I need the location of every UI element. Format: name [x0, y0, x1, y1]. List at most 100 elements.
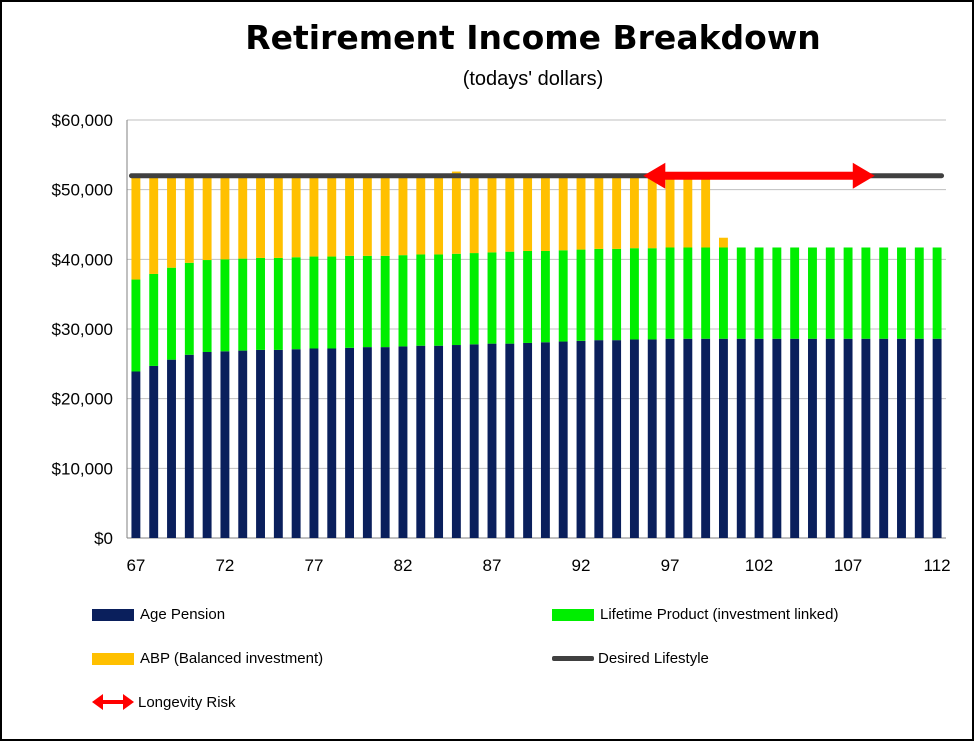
bar-lifetime-product	[220, 259, 230, 352]
bar-lifetime-product	[523, 250, 533, 343]
bar-abp	[469, 175, 479, 254]
y-tick-label: $50,000	[52, 181, 113, 200]
bar-lifetime-product	[469, 253, 479, 345]
bar-lifetime-product	[131, 279, 141, 372]
bar-lifetime-product	[167, 267, 176, 360]
bar-lifetime-product	[790, 247, 800, 339]
bar-lifetime-product	[398, 255, 408, 347]
bar-lifetime-product	[576, 249, 586, 341]
x-tick-label: 87	[483, 556, 502, 575]
bar-abp	[612, 175, 622, 249]
chart-subtitle: (todays' dollars)	[462, 68, 604, 90]
bar-lifetime-product	[754, 247, 764, 339]
y-tick-label: $30,000	[52, 320, 113, 339]
bar-abp	[309, 175, 319, 257]
chart-title: Retirement Income Breakdown	[245, 18, 821, 57]
bar-lifetime-product	[238, 258, 248, 351]
bar-lifetime-product	[184, 262, 194, 355]
bar-age-pension	[612, 340, 622, 538]
legend-item-longevity-risk: Longevity Risk	[92, 693, 236, 711]
bar-lifetime-product	[718, 247, 728, 339]
bar-age-pension	[362, 347, 372, 538]
bar-age-pension	[398, 346, 408, 538]
bar-lifetime-product	[362, 255, 372, 348]
x-tick-label: 72	[215, 556, 234, 575]
bar-age-pension	[736, 338, 746, 538]
bar-abp	[576, 175, 586, 250]
bar-age-pension	[309, 348, 319, 538]
y-tick-label: $10,000	[52, 459, 113, 478]
legend-swatch-desired-lifestyle	[552, 656, 594, 661]
bar-lifetime-product	[273, 257, 283, 350]
bar-abp	[647, 175, 657, 249]
bar-abp	[362, 175, 372, 256]
double-arrow-icon	[92, 694, 134, 710]
bar-age-pension	[825, 338, 835, 538]
bar-abp	[238, 175, 248, 259]
bar-lifetime-product	[736, 247, 746, 339]
legend-swatch-age-pension	[92, 608, 134, 621]
x-tick-label: 112	[924, 556, 951, 575]
bar-age-pension	[273, 349, 283, 538]
legend-label-lifetime-product: Lifetime Product (investment linked)	[600, 606, 839, 623]
bar-age-pension	[594, 340, 604, 538]
bar-age-pension	[167, 359, 176, 538]
x-tick-label: 107	[834, 556, 862, 575]
bar-age-pension	[647, 339, 657, 538]
bar-age-pension	[665, 338, 675, 538]
bar-lifetime-product	[825, 247, 835, 339]
bar-lifetime-product	[647, 248, 657, 340]
bar-abp	[345, 175, 355, 256]
bar-abp	[505, 175, 515, 252]
bar-lifetime-product	[772, 247, 782, 339]
bar-lifetime-product	[345, 255, 355, 348]
bar-abp	[291, 175, 301, 258]
bar-lifetime-product	[451, 253, 461, 346]
bar-abp	[558, 175, 568, 251]
bar-abp	[273, 175, 283, 258]
bar-abp	[327, 175, 337, 257]
bar-lifetime-product	[932, 247, 942, 339]
bar-age-pension	[754, 338, 764, 538]
bar-age-pension	[932, 338, 942, 538]
bar-age-pension	[220, 351, 230, 538]
bar-lifetime-product	[629, 248, 639, 340]
bar-abp	[683, 175, 693, 248]
bar-abp	[629, 175, 639, 249]
bar-age-pension	[256, 349, 265, 538]
bar-lifetime-product	[861, 247, 871, 339]
bar-lifetime-product	[202, 260, 212, 352]
bar-age-pension	[291, 349, 301, 538]
bar-age-pension	[718, 338, 728, 538]
bar-age-pension	[202, 351, 212, 538]
bar-age-pension	[790, 338, 800, 538]
bar-abp	[718, 237, 728, 248]
y-tick-label: $20,000	[52, 390, 113, 409]
bar-lifetime-product	[487, 252, 497, 344]
y-tick-label: $60,000	[52, 111, 113, 130]
bar-age-pension	[914, 338, 924, 538]
bar-lifetime-product	[416, 254, 426, 346]
bar-abp	[416, 175, 426, 255]
bar-age-pension	[149, 365, 159, 538]
x-tick-label: 97	[661, 556, 680, 575]
bar-abp	[434, 175, 444, 255]
y-tick-label: $40,000	[52, 250, 113, 269]
bar-age-pension	[523, 342, 533, 538]
legend-item-age-pension: Age Pension	[92, 606, 225, 623]
legend-label-abp: ABP (Balanced investment)	[140, 650, 324, 667]
bar-lifetime-product	[540, 250, 550, 343]
bar-abp	[701, 175, 711, 248]
bar-lifetime-product	[701, 247, 711, 339]
x-tick-label: 92	[572, 556, 591, 575]
bar-age-pension	[772, 338, 782, 538]
bar-age-pension	[327, 348, 337, 538]
longevity-risk-arrow-shaft	[663, 171, 855, 180]
bar-lifetime-product	[665, 247, 675, 339]
bar-lifetime-product	[291, 257, 301, 350]
legend-item-abp: ABP (Balanced investment)	[92, 650, 323, 667]
bar-age-pension	[897, 338, 906, 538]
legend-label-age-pension: Age Pension	[140, 606, 226, 623]
bar-age-pension	[184, 354, 194, 538]
